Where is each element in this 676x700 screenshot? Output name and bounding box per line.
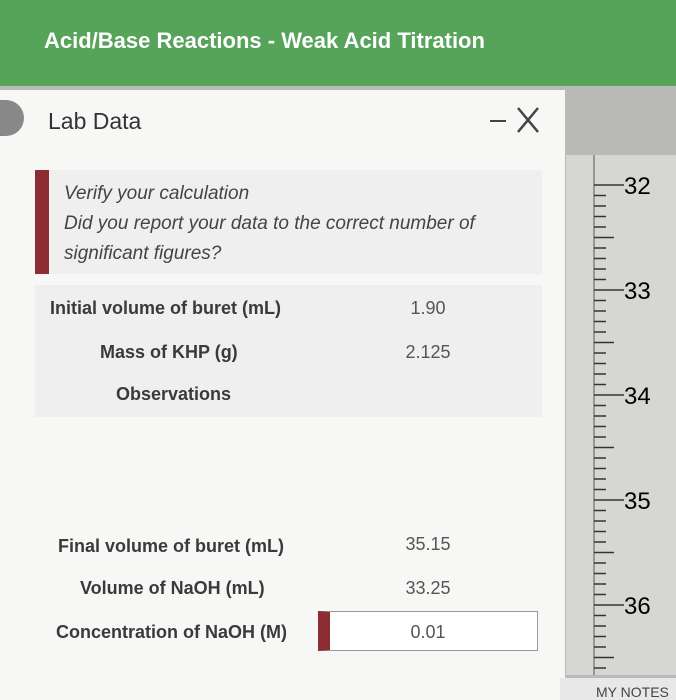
buret-scale: 32 33 34 35 36 <box>593 155 651 675</box>
close-button[interactable] <box>517 107 539 133</box>
row-label: Volume of NaOH (mL) <box>80 578 265 598</box>
notes-tab[interactable] <box>560 678 676 700</box>
row-value: 2.125 <box>405 342 451 362</box>
buret-label: 35 <box>624 488 651 515</box>
row-label: Final volume of buret (mL) <box>58 536 285 556</box>
row-value: 35.15 <box>405 534 451 554</box>
row-value: 33.25 <box>405 578 451 598</box>
header-title: Acid/Base Reactions - Weak Acid Titratio… <box>44 28 485 53</box>
answer-input[interactable] <box>318 611 538 651</box>
buret-label: 33 <box>624 278 651 305</box>
panel-controls[interactable] <box>488 104 548 134</box>
buret-label: 36 <box>624 593 651 620</box>
row-label: Observations <box>116 384 232 404</box>
row-value: 1.90 <box>410 298 446 318</box>
buret-label: 32 <box>624 173 651 200</box>
buret-label: 34 <box>624 383 651 410</box>
rows-background <box>35 285 542 417</box>
row-label: Initial volume of buret (mL) <box>50 298 282 318</box>
row-label: Concentration of NaOH (M) <box>56 622 287 642</box>
header-bar <box>0 0 676 86</box>
alert-title: Verify your calculation <box>64 183 250 204</box>
alert-box <box>35 170 542 274</box>
alert-message: Did you report your data to the correct … <box>64 213 475 264</box>
panel-title: Lab Data <box>48 108 142 134</box>
row-label: Mass of KHP (g) <box>100 342 238 362</box>
buret: 32 33 34 35 36 <box>566 155 676 675</box>
row-value: 0.01 <box>410 622 446 642</box>
notes-label[interactable]: MY NOTES <box>596 684 669 700</box>
